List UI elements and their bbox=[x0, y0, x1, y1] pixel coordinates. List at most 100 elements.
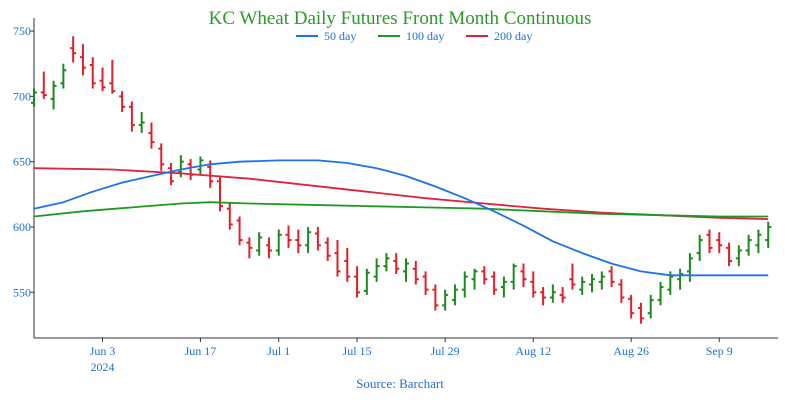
legend-label: 100 day bbox=[406, 29, 444, 43]
ohlc-bar bbox=[79, 44, 86, 76]
y-tick-label: 750 bbox=[13, 24, 31, 38]
x-tick-label: Jun 17 bbox=[185, 344, 217, 358]
ohlc-bar bbox=[236, 216, 243, 246]
ohlc-bar bbox=[579, 276, 586, 295]
ohlc-bar bbox=[256, 232, 263, 256]
ohlc-bar bbox=[520, 263, 527, 288]
ohlc-bar bbox=[608, 266, 615, 288]
ohlc-bar bbox=[158, 143, 165, 171]
x-tick-label: Jul 15 bbox=[343, 344, 372, 358]
legend-item-ma100: 100 day bbox=[378, 29, 444, 43]
ohlc-bar bbox=[138, 112, 145, 133]
x-tick-label: Jul 29 bbox=[431, 344, 460, 358]
x-tick-sublabel: 2024 bbox=[91, 360, 115, 374]
ohlc-bar bbox=[559, 287, 566, 303]
ohlc-bar bbox=[403, 258, 409, 282]
ohlc-bar bbox=[324, 237, 331, 261]
ohlc-bar bbox=[99, 67, 106, 92]
ohlc-bar bbox=[40, 71, 47, 99]
ohlc-bar bbox=[510, 263, 517, 290]
ohlc-bar bbox=[246, 237, 253, 259]
x-tick-label: Aug 12 bbox=[515, 344, 551, 358]
ohlc-bar bbox=[500, 276, 507, 298]
ohlc-bar bbox=[344, 247, 351, 282]
ohlc-bar bbox=[128, 101, 135, 132]
x-tick-label: Jul 1 bbox=[267, 344, 290, 358]
ohlc-bars bbox=[31, 36, 772, 324]
ohlc-bar bbox=[686, 253, 693, 282]
ohlc-bar bbox=[363, 268, 370, 295]
ohlc-bar bbox=[168, 162, 175, 186]
ohlc-bar bbox=[491, 271, 498, 295]
ohlc-bar bbox=[745, 234, 752, 256]
ohlc-bar bbox=[373, 258, 380, 282]
ohlc-bar bbox=[265, 237, 272, 259]
ohlc-bar bbox=[187, 159, 194, 180]
legend-label: 50 day bbox=[324, 29, 356, 43]
chart-title: KC Wheat Daily Futures Front Month Conti… bbox=[209, 8, 592, 29]
ohlc-bar bbox=[432, 284, 439, 311]
ohlc-bar bbox=[677, 268, 684, 290]
ohlc-bar bbox=[275, 229, 282, 256]
ohlc-bar bbox=[589, 274, 595, 293]
ohlc-bar bbox=[618, 279, 625, 303]
legend-item-ma200: 200 day bbox=[466, 29, 532, 43]
source-note: Source: Barchart bbox=[356, 376, 444, 391]
ohlc-bar bbox=[334, 240, 341, 277]
ma200-line bbox=[33, 167, 769, 220]
ohlc-bar bbox=[217, 177, 223, 212]
y-tick-label: 650 bbox=[13, 155, 31, 169]
ohlc-bar bbox=[569, 263, 576, 290]
ohlc-bar bbox=[50, 80, 57, 110]
x-tick-label: Sep 9 bbox=[706, 344, 733, 358]
ohlc-bar bbox=[530, 271, 537, 298]
ohlc-bar bbox=[31, 88, 37, 107]
ohlc-bar bbox=[109, 59, 116, 94]
legend-label: 200 day bbox=[494, 29, 532, 43]
legend-item-ma50: 50 day bbox=[296, 29, 356, 43]
ohlc-bar bbox=[765, 221, 772, 248]
ohlc-bar bbox=[657, 281, 664, 306]
ohlc-bar bbox=[598, 271, 605, 290]
y-tick-label: 600 bbox=[13, 220, 31, 234]
ohlc-bar bbox=[755, 229, 762, 254]
ohlc-bar bbox=[393, 253, 400, 274]
x-tick-label: Aug 26 bbox=[613, 344, 649, 358]
ohlc-bar bbox=[461, 271, 468, 298]
x-tick-label: Jun 3 bbox=[90, 344, 116, 358]
ohlc-bar bbox=[148, 122, 155, 149]
ohlc-bar bbox=[706, 229, 713, 254]
ohlc-bar bbox=[726, 242, 733, 267]
y-tick-label: 700 bbox=[13, 89, 31, 103]
ohlc-bar bbox=[628, 294, 635, 319]
y-tick-label: 550 bbox=[13, 285, 31, 299]
ohlc-bar bbox=[471, 268, 478, 290]
ohlc-bar bbox=[383, 253, 390, 272]
ohlc-bar bbox=[637, 302, 644, 324]
legend: 50 day 100 day 200 day bbox=[296, 29, 532, 43]
series bbox=[31, 36, 772, 324]
ohlc-bar bbox=[540, 287, 547, 306]
ohlc-bar bbox=[412, 260, 419, 285]
ohlc-bar bbox=[314, 226, 321, 251]
ohlc-bar bbox=[354, 266, 361, 298]
ohlc-bar bbox=[89, 57, 96, 89]
ohlc-bar bbox=[285, 225, 292, 248]
ohlc-bar bbox=[70, 36, 77, 63]
axes: 550 600 650 700 750 Jun 3 2024 Jun 17 Jul 1 Jul 1… bbox=[13, 18, 778, 374]
ma50-line bbox=[33, 159, 769, 277]
ohlc-bar bbox=[422, 271, 429, 295]
ohlc-bar bbox=[442, 289, 449, 311]
ohlc-bar bbox=[647, 294, 654, 319]
ohlc-bar bbox=[735, 245, 742, 267]
ohlc-bar bbox=[549, 284, 556, 303]
ohlc-bar bbox=[295, 229, 302, 254]
ohlc-bar bbox=[451, 284, 458, 306]
ohlc-bar bbox=[119, 91, 126, 113]
ohlc-bar bbox=[305, 226, 312, 254]
ohlc-bar bbox=[696, 234, 703, 261]
ohlc-bar bbox=[226, 203, 233, 230]
ohlc-bar bbox=[716, 232, 723, 254]
